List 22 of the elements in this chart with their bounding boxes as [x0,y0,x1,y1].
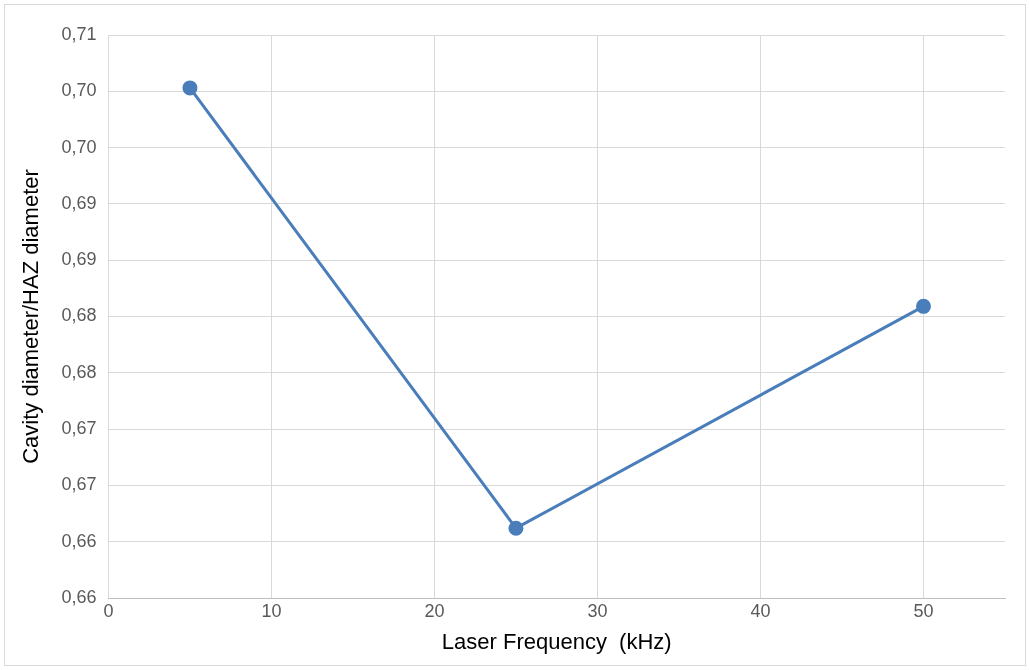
y-tick-label: 0,70 [61,136,97,157]
x-tick-label: 10 [261,600,282,621]
y-tick-label: 0,67 [61,418,97,439]
x-tick-label: 30 [587,600,608,621]
x-tick-label: 50 [913,600,934,621]
x-tick-label: 20 [424,600,445,621]
x-tick-label: 0 [103,600,114,621]
y-axis-title: Cavity diameter/HAZ diameter [18,169,44,464]
point [508,520,524,536]
y-tick-label: 0,71 [61,23,97,44]
y-tick-label: 0,69 [61,249,97,270]
y-tick-label: 0,68 [61,361,97,382]
y-tick-label: 0,66 [61,586,97,607]
y-tick-label: 0,67 [61,474,97,495]
y-tick-label: 0,68 [61,305,97,326]
point [915,298,931,314]
y-tick-label: 0,66 [61,530,97,551]
x-axis-title: Laser Frequency (kHz) [441,628,672,654]
x-tick-label: 40 [750,600,771,621]
y-tick-label: 0,70 [61,80,97,101]
y-tick-label: 0,69 [61,192,97,213]
point [182,80,198,96]
